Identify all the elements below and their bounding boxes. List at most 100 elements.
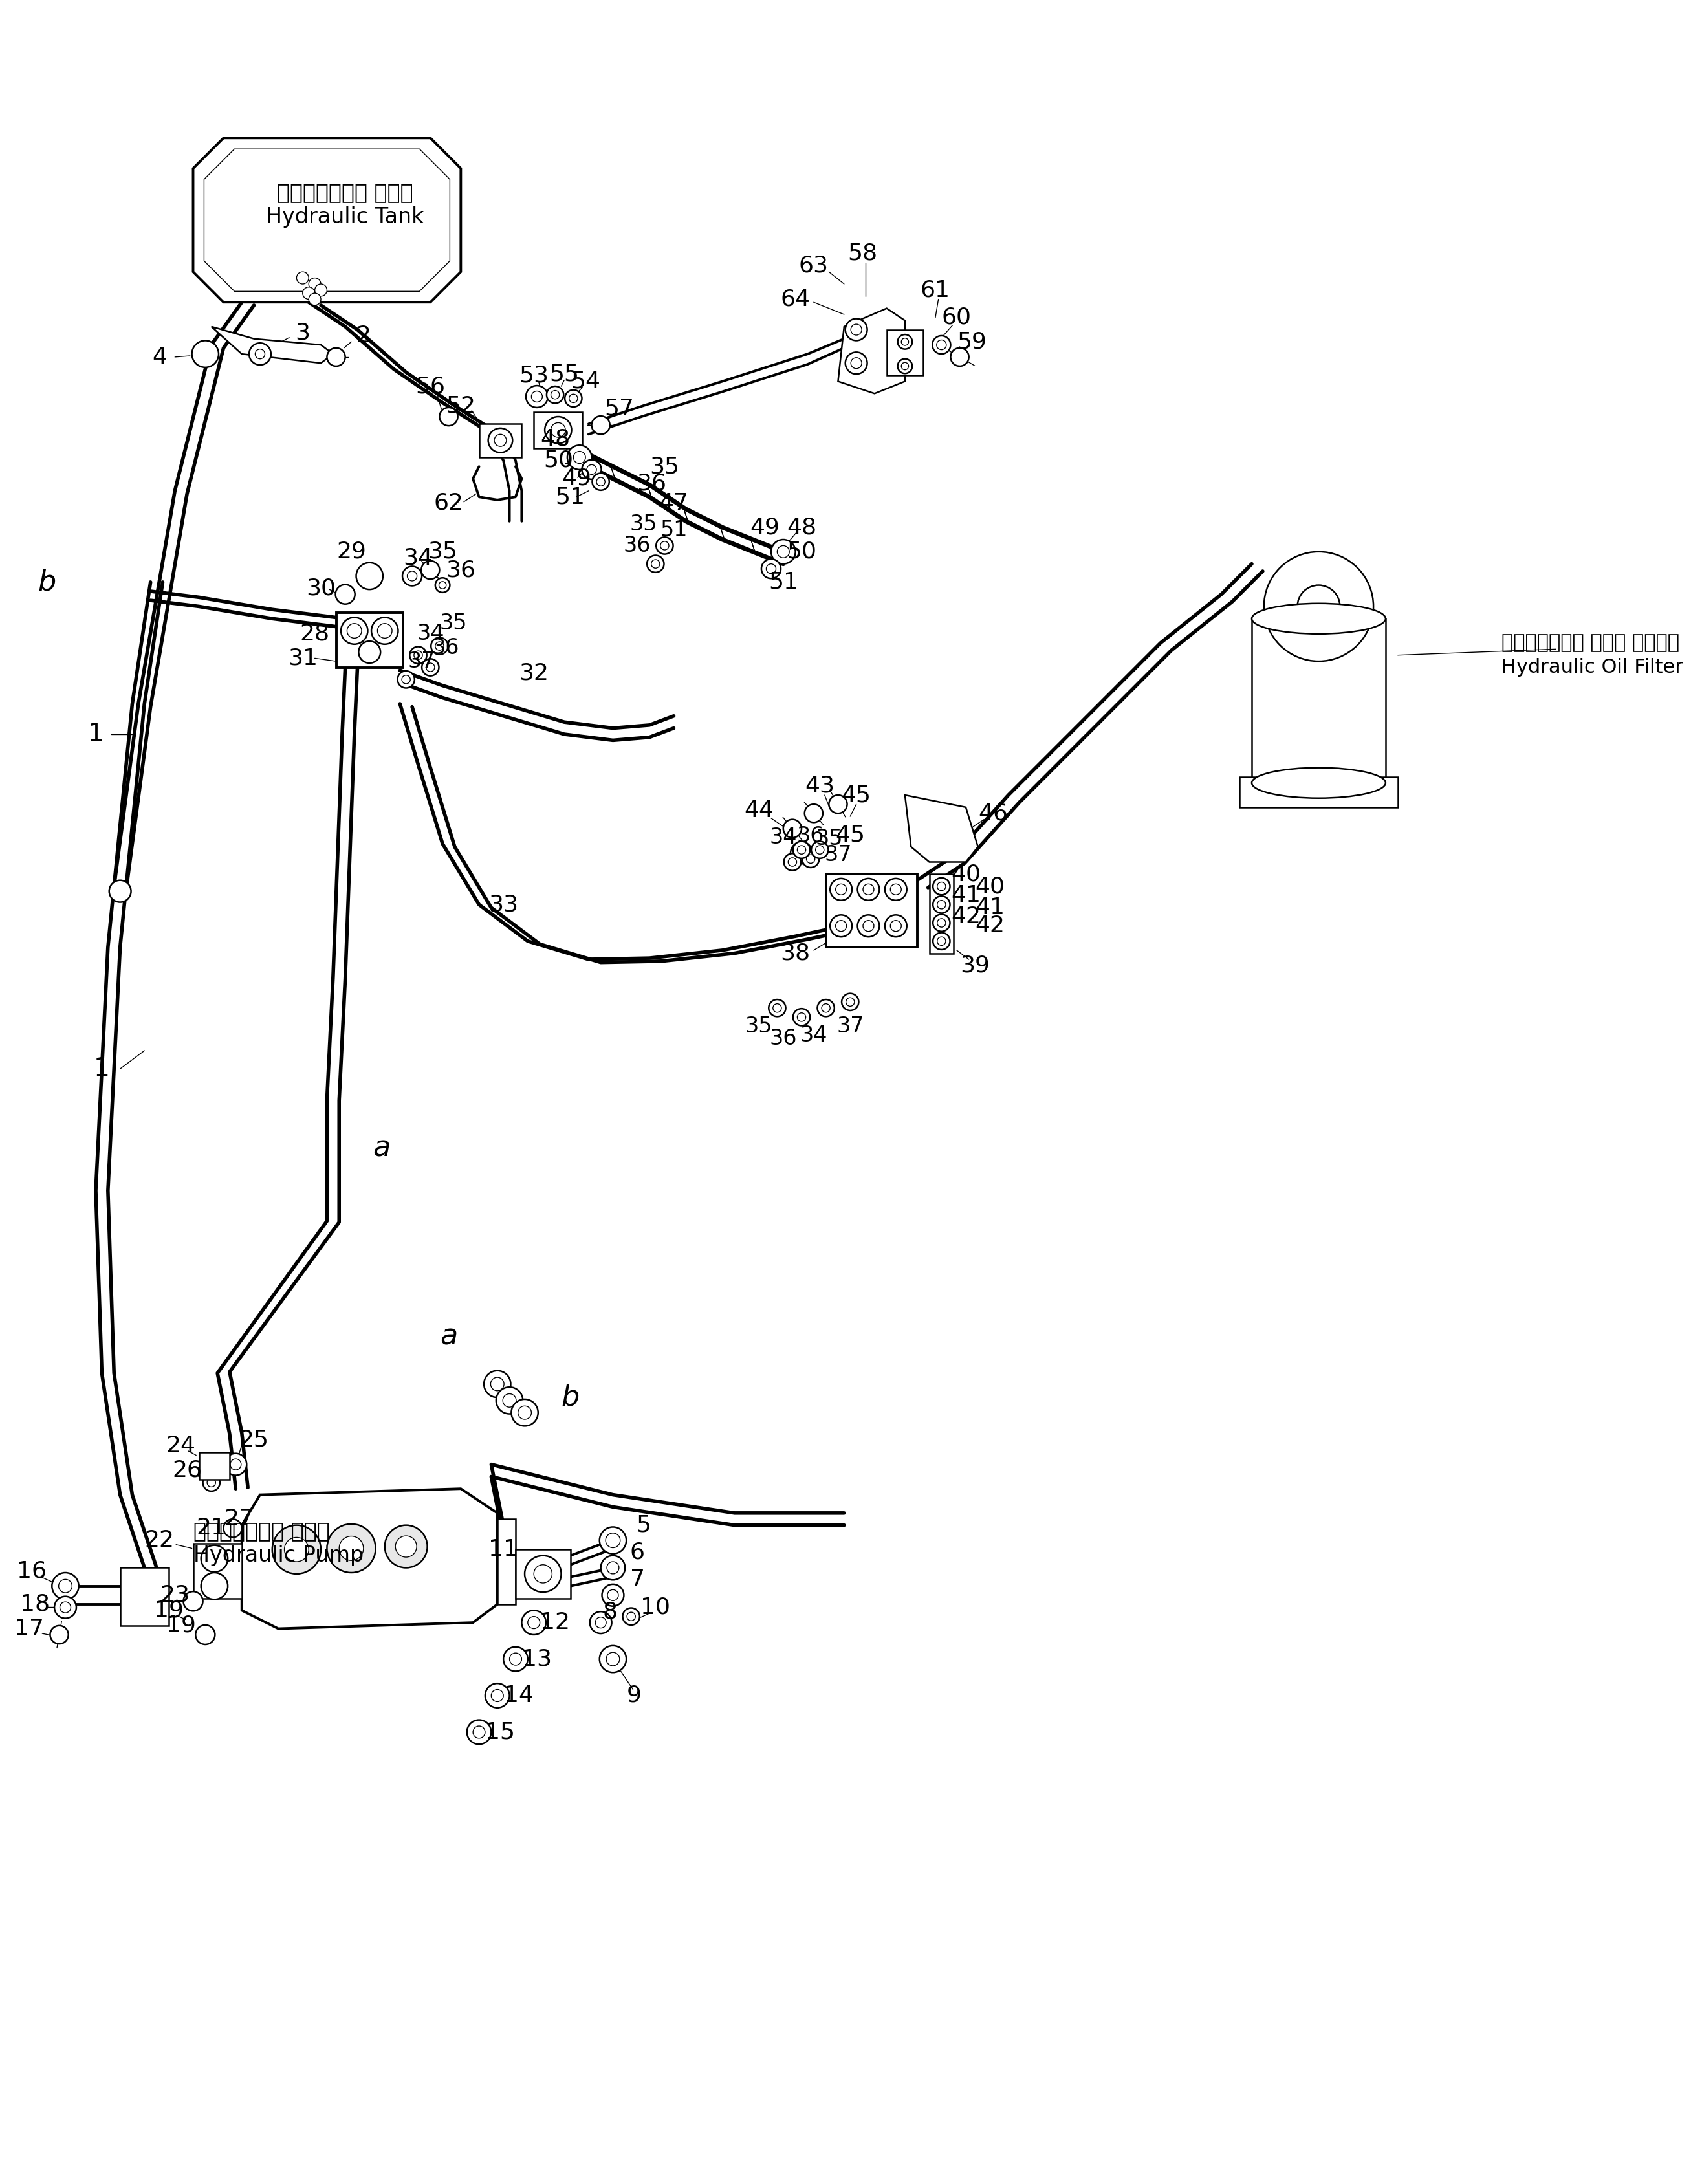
Circle shape [308, 277, 322, 290]
Circle shape [551, 391, 560, 400]
Text: 42: 42 [975, 915, 1004, 937]
Text: 42: 42 [951, 906, 980, 928]
Text: Hydraulic Pump: Hydraulic Pump [192, 1544, 364, 1566]
Text: 6: 6 [630, 1542, 645, 1564]
Circle shape [439, 408, 458, 426]
Circle shape [829, 795, 848, 812]
Circle shape [802, 850, 819, 867]
Circle shape [483, 1372, 511, 1398]
Circle shape [778, 546, 790, 557]
Text: 35: 35 [427, 542, 458, 563]
Circle shape [545, 417, 572, 443]
Circle shape [517, 1406, 531, 1420]
Text: 22: 22 [145, 1529, 175, 1551]
Text: 38: 38 [781, 941, 810, 965]
Circle shape [203, 1474, 220, 1492]
Circle shape [766, 563, 776, 574]
Text: b: b [562, 1382, 579, 1411]
Circle shape [504, 1647, 528, 1671]
Circle shape [831, 878, 853, 900]
Text: 35: 35 [650, 456, 679, 478]
Text: Hydraulic Tank: Hydraulic Tank [266, 207, 424, 227]
Circle shape [378, 622, 391, 638]
Text: b: b [37, 568, 56, 596]
Text: 8: 8 [603, 1601, 618, 1623]
Text: 9: 9 [626, 1684, 642, 1706]
Text: 41: 41 [951, 885, 980, 906]
Circle shape [655, 537, 674, 555]
Circle shape [608, 1590, 618, 1601]
Circle shape [846, 998, 854, 1007]
Text: 37: 37 [407, 651, 436, 673]
Circle shape [565, 391, 582, 406]
Circle shape [196, 1625, 214, 1645]
Circle shape [407, 572, 417, 581]
Text: 48: 48 [786, 515, 817, 539]
Circle shape [623, 1607, 640, 1625]
Text: ハイドロリック ポンプ: ハイドロリック ポンプ [192, 1520, 330, 1542]
Circle shape [647, 555, 664, 572]
Text: 44: 44 [744, 799, 774, 821]
Text: ハイドロリック オイル フィルタ: ハイドロリック オイル フィルタ [1501, 633, 1680, 653]
Text: 36: 36 [446, 559, 475, 581]
Text: Hydraulic Oil Filter: Hydraulic Oil Filter [1501, 657, 1683, 677]
Circle shape [201, 1572, 228, 1599]
Circle shape [797, 847, 807, 858]
Circle shape [599, 1647, 626, 1673]
Circle shape [402, 675, 410, 684]
Circle shape [402, 566, 422, 585]
Text: 13: 13 [523, 1649, 551, 1671]
Text: 54: 54 [570, 371, 601, 393]
Circle shape [812, 841, 829, 858]
Text: ハイドロリック タンク: ハイドロリック タンク [277, 181, 414, 203]
Circle shape [842, 994, 860, 1011]
Text: 47: 47 [659, 491, 689, 513]
Circle shape [836, 919, 846, 930]
Circle shape [815, 845, 824, 854]
Text: 34: 34 [403, 546, 432, 568]
Text: 49: 49 [751, 515, 780, 539]
Circle shape [192, 341, 218, 367]
Text: 36: 36 [637, 472, 665, 494]
Circle shape [473, 1725, 485, 1738]
Circle shape [582, 461, 601, 478]
Text: 35: 35 [439, 614, 468, 633]
Circle shape [359, 642, 381, 664]
Text: 34: 34 [800, 1024, 827, 1046]
Polygon shape [905, 795, 979, 863]
Circle shape [371, 618, 398, 644]
Circle shape [230, 1459, 242, 1470]
Text: 49: 49 [562, 467, 591, 489]
Circle shape [439, 581, 446, 590]
Circle shape [422, 561, 439, 579]
Circle shape [485, 1684, 509, 1708]
Circle shape [410, 646, 427, 664]
Circle shape [933, 878, 950, 895]
Circle shape [783, 819, 802, 839]
Circle shape [761, 559, 781, 579]
Circle shape [339, 1535, 364, 1562]
Text: 37: 37 [824, 843, 851, 865]
Circle shape [54, 1597, 77, 1618]
Circle shape [608, 1562, 620, 1575]
Text: 34: 34 [769, 828, 797, 847]
Circle shape [308, 293, 322, 306]
Text: 25: 25 [238, 1428, 269, 1450]
Bar [335, 612, 403, 668]
Text: a: a [373, 1133, 390, 1162]
Circle shape [771, 539, 795, 563]
Circle shape [626, 1612, 635, 1621]
Circle shape [567, 446, 592, 470]
Circle shape [938, 919, 946, 928]
Text: 46: 46 [979, 802, 1008, 823]
Circle shape [284, 1538, 308, 1562]
Circle shape [488, 428, 512, 452]
Circle shape [785, 854, 802, 871]
Circle shape [846, 319, 868, 341]
Circle shape [521, 1610, 546, 1634]
Circle shape [863, 885, 873, 895]
Polygon shape [211, 328, 334, 363]
Text: 21: 21 [196, 1518, 226, 1540]
Text: 41: 41 [975, 898, 1004, 919]
Circle shape [60, 1601, 71, 1612]
